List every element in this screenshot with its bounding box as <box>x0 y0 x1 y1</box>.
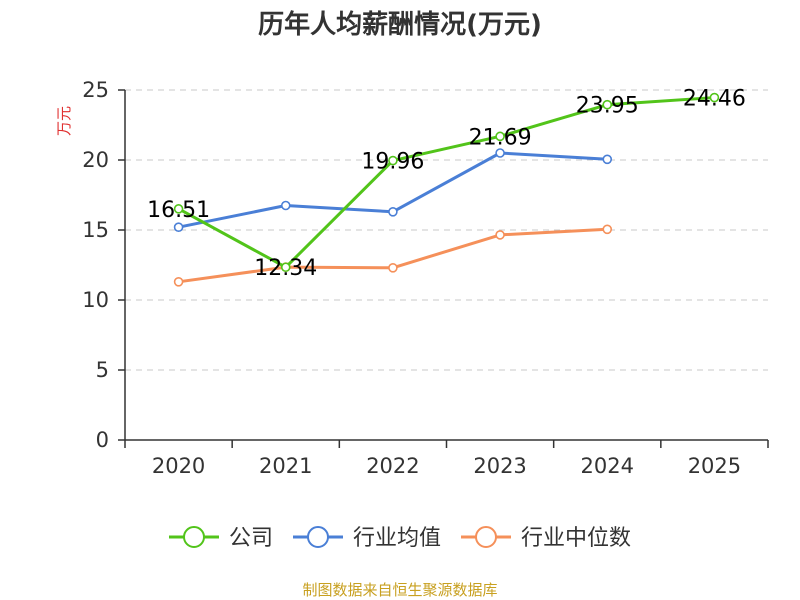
y-axis-label: 万元 <box>55 106 73 136</box>
chart-title: 历年人均薪酬情况(万元) <box>258 9 542 40</box>
x-tick-label-2020: 2020 <box>152 454 205 478</box>
data-point-1-3 <box>495 148 505 158</box>
legend[interactable]: 公司 行业均值 行业中位数 <box>169 526 631 551</box>
data-label-0-3: 21.69 <box>469 125 532 150</box>
x-tick-label-2025: 2025 <box>688 454 741 478</box>
y-tick-label-15: 15 <box>82 218 109 242</box>
data-label-0-5: 24.46 <box>683 87 746 112</box>
data-point-1-1 <box>280 200 291 211</box>
x-tick-label-2021: 2021 <box>259 454 312 478</box>
data-point-0-3 <box>495 131 505 142</box>
series-line-2 <box>178 227 608 284</box>
data-point-0-5 <box>709 92 720 103</box>
source-note: 制图数据来自恒生聚源数据库 <box>302 581 497 599</box>
data-label-0-1: 12.34 <box>254 256 317 281</box>
x-tick-label-2024: 2024 <box>581 454 634 478</box>
data-label-0-2: 19.96 <box>361 150 424 175</box>
y-tick-label-25: 25 <box>82 78 109 102</box>
legend-item-2[interactable]: 行业中位数 <box>461 526 631 551</box>
legend-label-2: 行业中位数 <box>521 526 631 551</box>
data-label-0-4: 23.95 <box>576 94 639 119</box>
y-tick-label-20: 20 <box>82 148 109 172</box>
y-tick-label-10: 10 <box>82 288 109 312</box>
data-point-0-2 <box>388 155 398 166</box>
series-0 <box>173 92 720 273</box>
x-tick-label-2022: 2022 <box>366 454 419 478</box>
series-lines <box>173 92 720 287</box>
legend-label-1: 行业均值 <box>353 526 441 551</box>
legend-item-1[interactable]: 行业均值 <box>293 526 441 551</box>
legend-marker-2 <box>475 526 497 548</box>
data-labels: 16.51 12.34 19.96 21.69 23.95 24.46 <box>147 87 746 282</box>
x-tick-label-2023: 2023 <box>473 454 526 478</box>
legend-label-0: 公司 <box>229 526 273 551</box>
data-label-0-0: 16.51 <box>147 198 210 223</box>
data-point-2-3 <box>495 230 505 240</box>
legend-marker-1 <box>307 526 329 548</box>
series-line-0 <box>177 96 715 269</box>
data-point-1-2 <box>388 207 398 217</box>
data-point-2-2 <box>388 262 398 273</box>
series-2 <box>173 224 613 287</box>
data-point-2-0 <box>173 276 184 287</box>
y-tick-label-5: 5 <box>96 358 109 382</box>
y-tick-label-0: 0 <box>96 428 109 452</box>
data-point-0-0 <box>173 204 184 214</box>
data-point-1-0 <box>173 222 184 232</box>
legend-item-0[interactable]: 公司 <box>169 526 273 551</box>
data-point-0-4 <box>602 99 613 110</box>
data-point-2-4 <box>602 224 613 235</box>
legend-marker-0 <box>183 526 205 548</box>
series-1 <box>173 148 613 232</box>
grid-lines <box>125 89 768 371</box>
data-point-1-4 <box>602 154 613 165</box>
data-point-0-1 <box>280 262 291 273</box>
